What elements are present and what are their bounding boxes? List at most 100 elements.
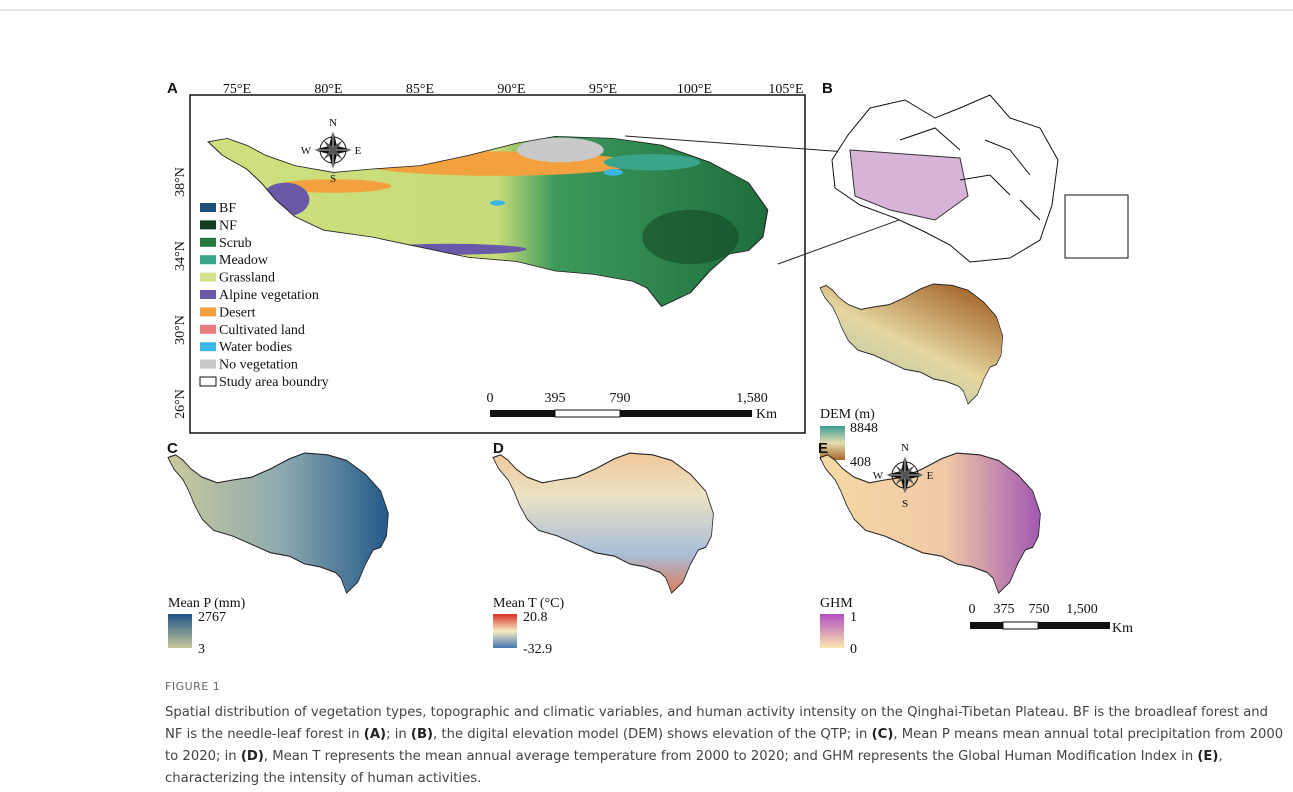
lat-tick-label: 34°N <box>173 241 188 271</box>
legend-min: 408 <box>850 455 871 470</box>
legend-max: 1 <box>850 610 857 625</box>
caption-text: ; in <box>386 727 411 742</box>
legend-swatch <box>200 238 216 247</box>
scale-label: 395 <box>545 391 566 406</box>
legend-label: Meadow <box>219 253 269 268</box>
legend-label: Scrub <box>219 236 252 251</box>
legend-swatch <box>200 307 216 316</box>
legend-min: 0 <box>850 642 857 657</box>
legend-swatch <box>200 255 216 264</box>
panel-label: D <box>493 440 504 457</box>
lon-tick-label: 100°E <box>677 82 712 97</box>
scale-bar <box>1038 622 1110 629</box>
scale-label: 1,500 <box>1066 602 1098 617</box>
lat-ticks: 38°N 34°N 30°N 26°N <box>173 167 188 419</box>
page: A 75°E 80°E 85°E 90°E 95°E 100°E 105°E 38°N 34°… <box>0 0 1293 792</box>
panel-label: A <box>167 80 178 97</box>
legend-label: Water bodies <box>219 340 292 355</box>
caption: Spatial distribution of vegetation types… <box>165 702 1285 790</box>
scale-label: 0 <box>487 391 494 406</box>
legend-min: -32.9 <box>523 642 552 657</box>
compass <box>313 130 353 170</box>
legend-label: Alpine vegetation <box>219 288 319 303</box>
inset-box <box>1065 195 1128 258</box>
compass-letter: N <box>901 442 909 454</box>
lon-tick-label: 75°E <box>223 82 251 97</box>
lat-tick-label: 26°N <box>173 389 188 419</box>
figure: A 75°E 80°E 85°E 90°E 95°E 100°E 105°E 38°N 34°… <box>0 0 1293 792</box>
legend-label: NF <box>219 218 237 233</box>
panel-label: C <box>167 440 178 457</box>
legend-swatch <box>200 360 216 369</box>
caption-label: FIGURE 1 <box>165 680 220 693</box>
caption-text: (D) <box>241 749 264 764</box>
legend-label: Grassland <box>219 271 275 286</box>
color-bar <box>493 614 517 648</box>
caption-text: (A) <box>364 727 386 742</box>
scale-bar <box>490 410 555 417</box>
legend-swatch <box>200 203 216 212</box>
scale-bar <box>620 410 752 417</box>
compass-letter: S <box>330 173 336 185</box>
lon-tick-label: 90°E <box>497 82 525 97</box>
legend-swatch <box>200 377 216 386</box>
legend-swatch <box>200 342 216 351</box>
legend-swatch <box>200 273 216 282</box>
legend-title: GHM <box>820 596 853 611</box>
precip-map <box>168 452 396 598</box>
scale-bar <box>970 622 1003 629</box>
color-bar <box>168 614 192 648</box>
legend-swatch <box>200 325 216 334</box>
dem-map <box>820 283 1009 408</box>
legend-title: DEM (m) <box>820 407 875 422</box>
compass-letter: N <box>329 117 337 129</box>
compass-letter: E <box>927 470 934 482</box>
legend-label: Cultivated land <box>219 323 305 338</box>
lon-tick-label: 95°E <box>589 82 617 97</box>
legend-title: Mean P (mm) <box>168 596 246 611</box>
caption-text: , the digital elevation model (DEM) show… <box>433 727 872 742</box>
scale-label: 1,580 <box>736 391 768 406</box>
scale-label: 375 <box>994 602 1015 617</box>
compass-letter: S <box>902 498 908 510</box>
legend-label: Desert <box>219 305 256 320</box>
vegetation-map <box>208 135 787 312</box>
compass-letter: W <box>873 470 884 482</box>
compass-letter: E <box>355 145 362 157</box>
caption-text: (B) <box>411 727 433 742</box>
color-bar <box>820 614 844 648</box>
legend-title: Mean T (°C) <box>493 596 565 611</box>
lon-tick-label: 105°E <box>768 82 803 97</box>
legend-max: 2767 <box>198 610 226 625</box>
panel-label: E <box>818 440 828 457</box>
caption-text: (E) <box>1197 749 1218 764</box>
lon-tick-label: 80°E <box>314 82 342 97</box>
panel-label: B <box>822 80 833 97</box>
scale-bar <box>1003 622 1038 629</box>
compass-letter: W <box>301 145 312 157</box>
scale-unit: Km <box>1112 621 1133 636</box>
caption-text: (C) <box>872 727 894 742</box>
scale-labels: 0 375 750 1,500 Km <box>969 602 1134 636</box>
legend-label: No vegetation <box>219 358 298 373</box>
temp-map <box>493 452 721 598</box>
legend: BF NF Scrub Meadow Grassland Alpine vegetatio… <box>200 201 329 390</box>
legend-min: 3 <box>198 642 205 657</box>
legend-label: BF <box>219 201 236 216</box>
scale-label: 750 <box>1029 602 1050 617</box>
lat-tick-label: 38°N <box>173 167 188 197</box>
scale-label: 790 <box>610 391 631 406</box>
ghm-map <box>820 452 1048 598</box>
lon-tick-label: 85°E <box>406 82 434 97</box>
lat-tick-label: 30°N <box>173 315 188 345</box>
scale-unit: Km <box>756 407 777 422</box>
legend-swatch <box>200 220 216 229</box>
legend-swatch <box>200 290 216 299</box>
legend-label: Study area boundry <box>219 375 329 390</box>
caption-text: , Mean T represents the mean annual aver… <box>264 749 1198 764</box>
legend-max: 8848 <box>850 421 878 436</box>
legend-max: 20.8 <box>523 610 548 625</box>
scale-label: 0 <box>969 602 976 617</box>
scale-bar <box>555 410 620 417</box>
